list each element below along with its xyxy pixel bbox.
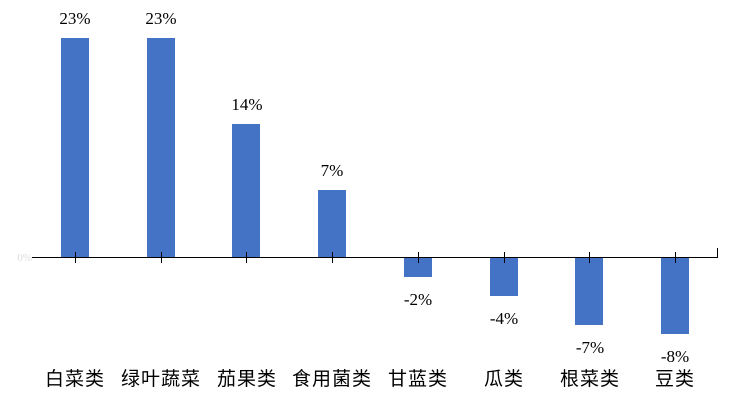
bar: [61, 38, 89, 257]
value-label: 7%: [320, 161, 344, 180]
axis-tick: [675, 252, 676, 263]
category-label: 绿叶蔬菜: [120, 369, 201, 390]
category-label: 甘蓝类: [387, 369, 448, 390]
axis-tick: [589, 252, 590, 263]
axis-tick: [332, 252, 333, 263]
bar: [147, 38, 175, 257]
bar: [575, 258, 603, 325]
axis-tick: [504, 252, 505, 263]
x-axis-end-tick: [717, 248, 718, 258]
y-axis-zero-label: 0%: [17, 252, 32, 264]
axis-tick: [75, 252, 76, 263]
bar: [404, 258, 432, 277]
axis-tick: [418, 252, 419, 263]
bar: [318, 190, 346, 257]
value-label: 14%: [231, 95, 263, 114]
axis-tick: [161, 252, 162, 263]
category-label: 茄果类: [216, 369, 277, 390]
value-label: -7%: [575, 338, 605, 357]
bar: [661, 258, 689, 334]
axis-tick: [246, 252, 247, 263]
value-label: 23%: [59, 9, 91, 28]
category-label: 食用菌类: [291, 369, 372, 390]
x-axis-line: [32, 257, 718, 258]
bar: [490, 258, 518, 296]
value-label: -8%: [660, 347, 690, 366]
category-label: 瓜类: [483, 369, 524, 390]
value-label: -2%: [403, 290, 433, 309]
category-label: 根菜类: [559, 369, 620, 390]
value-label: -4%: [489, 309, 519, 328]
bar: [232, 124, 260, 257]
category-label: 白菜类: [44, 369, 105, 390]
category-label: 豆类: [654, 369, 695, 390]
value-label: 23%: [145, 9, 177, 28]
